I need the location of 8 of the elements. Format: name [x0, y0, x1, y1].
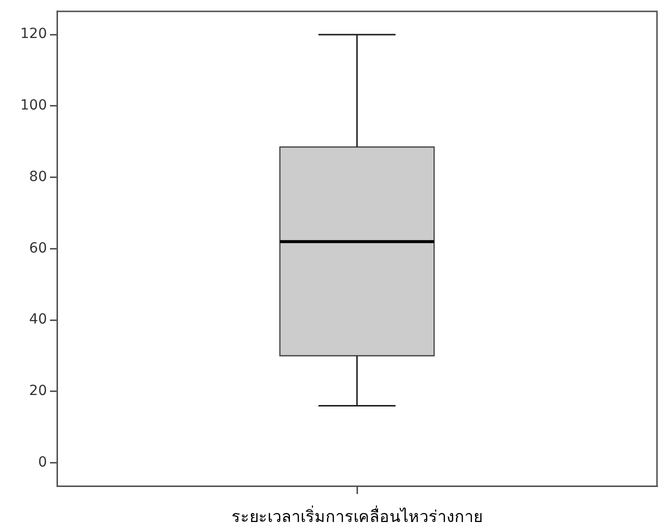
y-tick-label: 60: [29, 240, 47, 256]
y-tick-label: 80: [29, 168, 47, 185]
y-tick-label: 40: [29, 312, 47, 328]
y-tick-label: 100: [20, 98, 47, 114]
x-tick-label: ระยะเวลาเริ่มการเคลื่อนไหวร่างกาย: [232, 504, 482, 526]
y-tick-label: 120: [20, 26, 47, 42]
y-tick-label: 0: [38, 454, 47, 470]
y-tick-label: 20: [29, 383, 47, 400]
